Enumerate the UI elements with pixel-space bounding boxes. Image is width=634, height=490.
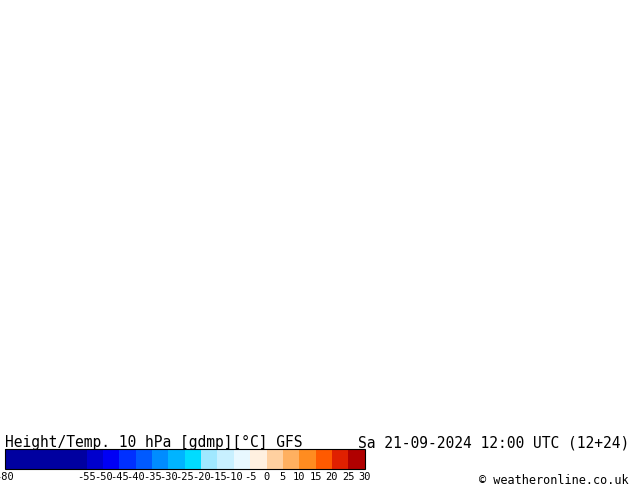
Bar — [299, 449, 316, 468]
Text: 30: 30 — [358, 472, 371, 482]
Bar — [5, 449, 87, 468]
Bar — [283, 449, 299, 468]
Bar — [234, 449, 250, 468]
Bar — [332, 449, 348, 468]
Text: -45: -45 — [110, 472, 129, 482]
Text: 20: 20 — [326, 472, 338, 482]
Text: -15: -15 — [208, 472, 227, 482]
Bar — [152, 449, 169, 468]
Bar — [169, 449, 185, 468]
Text: -50: -50 — [94, 472, 112, 482]
Bar — [201, 449, 217, 468]
Text: -20: -20 — [191, 472, 210, 482]
Text: -80: -80 — [0, 472, 15, 482]
Bar — [266, 449, 283, 468]
Text: 0: 0 — [263, 472, 269, 482]
Text: -55: -55 — [77, 472, 96, 482]
Bar — [119, 449, 136, 468]
Text: 10: 10 — [293, 472, 306, 482]
Bar — [348, 449, 365, 468]
Bar — [250, 449, 266, 468]
Bar — [87, 449, 103, 468]
Text: -25: -25 — [176, 472, 194, 482]
Text: -35: -35 — [143, 472, 162, 482]
Bar — [136, 449, 152, 468]
Text: cartopy required: cartopy required — [236, 207, 398, 226]
Text: -30: -30 — [159, 472, 178, 482]
Bar — [217, 449, 234, 468]
Bar — [5, 449, 365, 468]
Bar — [103, 449, 119, 468]
Text: 5: 5 — [280, 472, 286, 482]
Text: Sa 21-09-2024 12:00 UTC (12+24): Sa 21-09-2024 12:00 UTC (12+24) — [358, 435, 629, 450]
Text: -10: -10 — [224, 472, 243, 482]
Text: © weatheronline.co.uk: © weatheronline.co.uk — [479, 474, 629, 487]
Text: 15: 15 — [309, 472, 322, 482]
Text: -40: -40 — [126, 472, 145, 482]
Text: Height/Temp. 10 hPa [gdmp][°C] GFS: Height/Temp. 10 hPa [gdmp][°C] GFS — [5, 435, 302, 450]
Bar — [185, 449, 201, 468]
Bar — [316, 449, 332, 468]
Text: -5: -5 — [244, 472, 256, 482]
Text: 25: 25 — [342, 472, 354, 482]
